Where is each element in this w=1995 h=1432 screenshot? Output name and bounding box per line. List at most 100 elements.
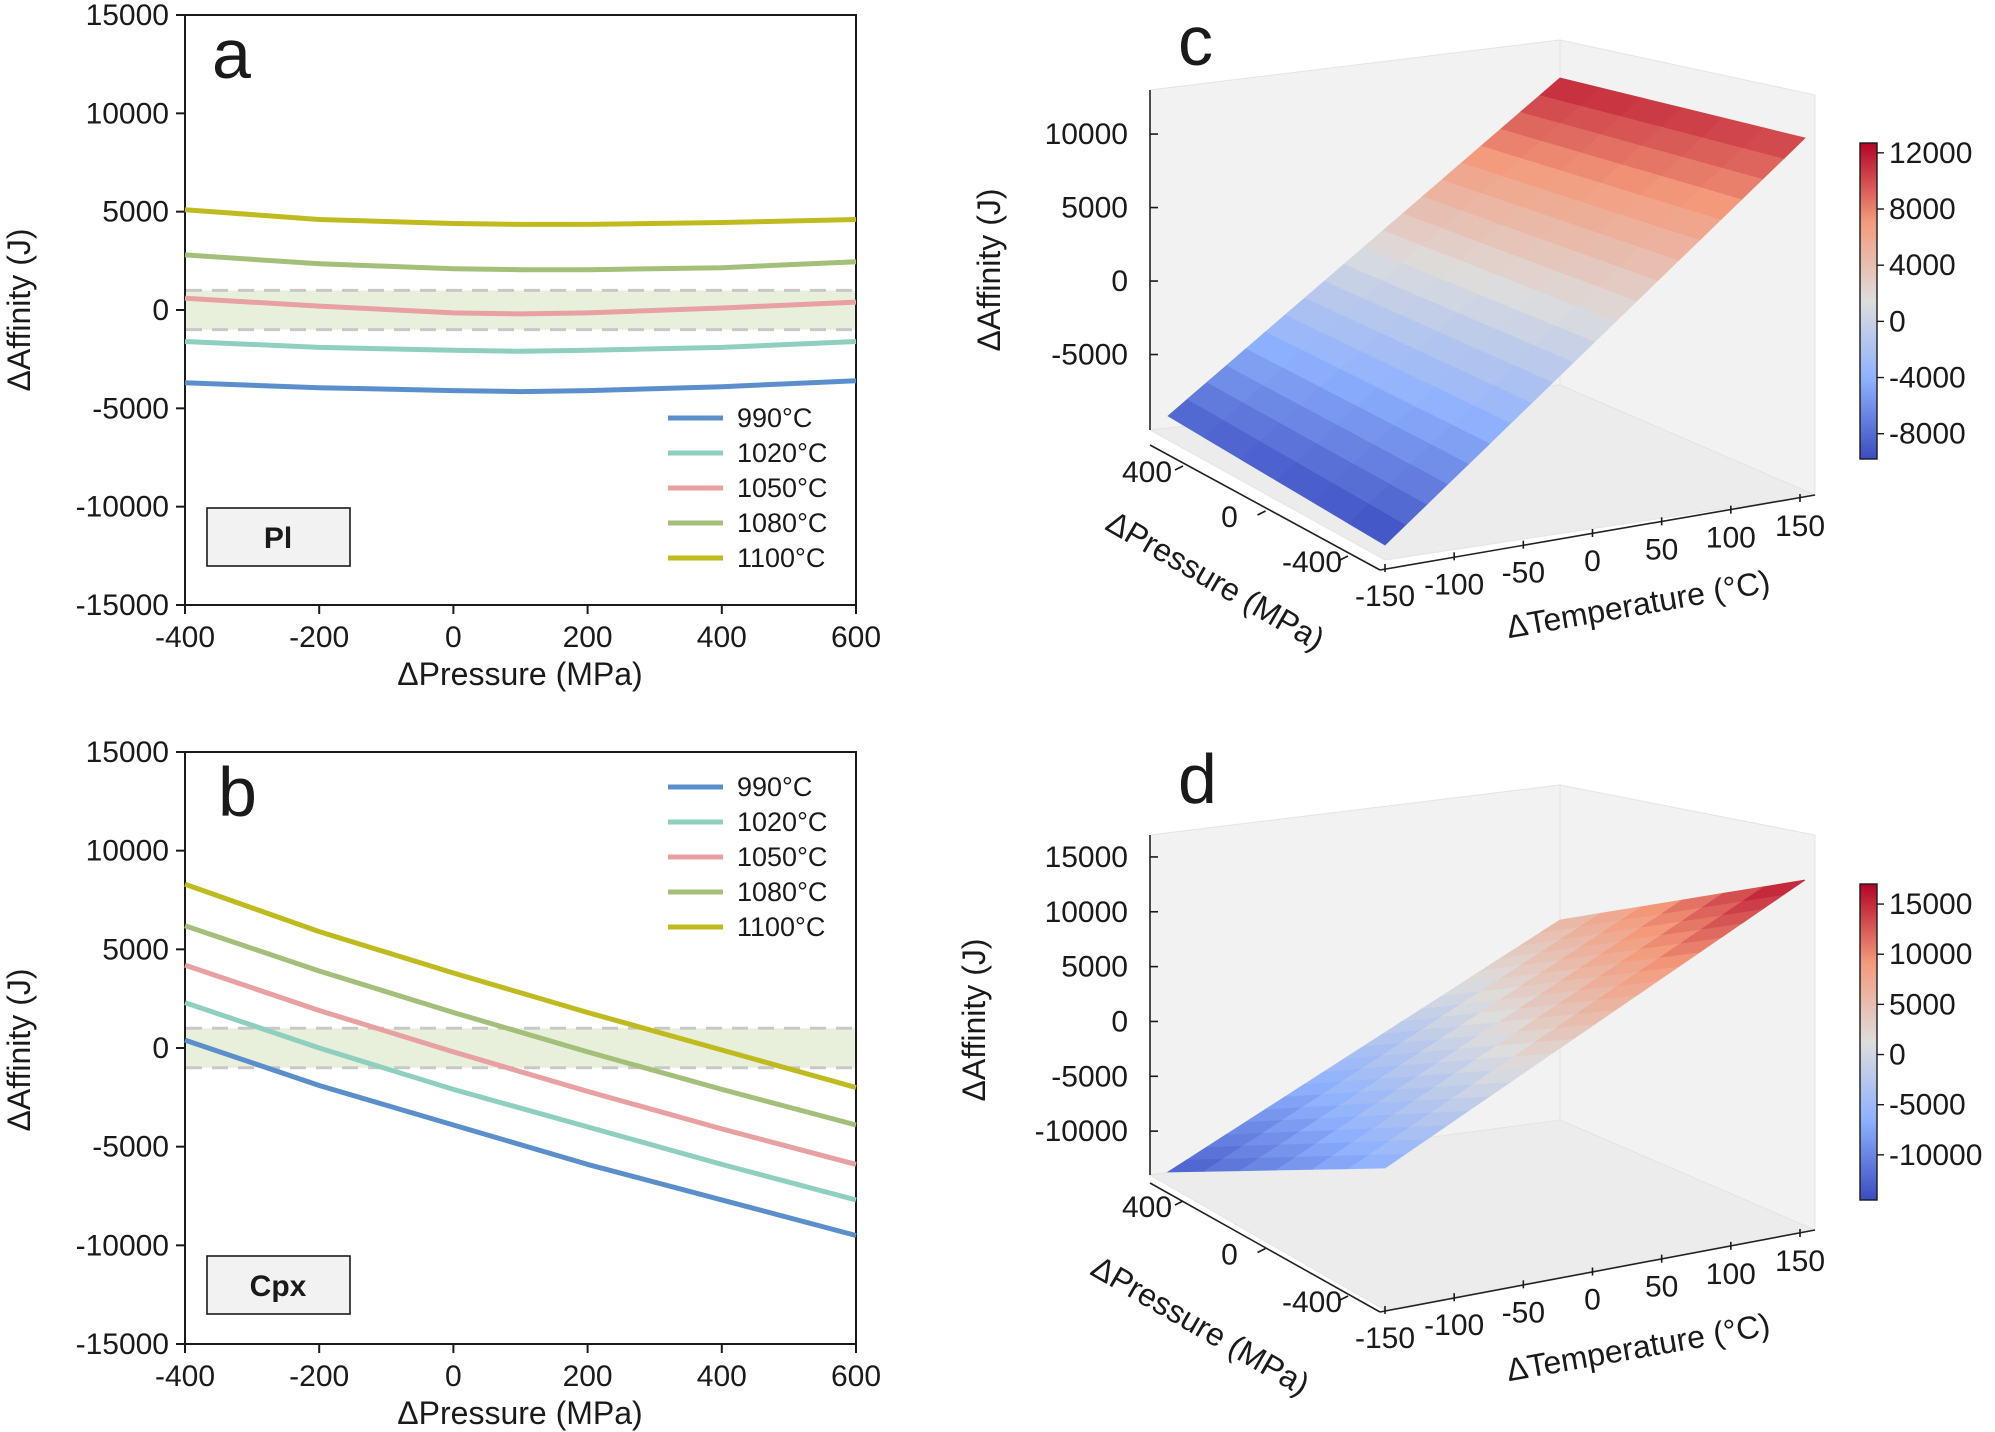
- panel-b-y-ticks: 15000 10000 5000 0 -5000 -10000 -15000: [76, 736, 185, 1361]
- panel-b-y-tick-label: 15000: [86, 736, 169, 769]
- panel-d-colorbar-ticks: 15000 10000 5000 0 -5000 -10000: [1877, 888, 1982, 1172]
- panel-a-mineral-box: Pl: [206, 507, 351, 567]
- panel-d-colorbar: [1859, 883, 1878, 1201]
- panel-b-x-tick-label: 400: [697, 1360, 747, 1393]
- panel-d-temperature-tick-label: -50: [1502, 1296, 1545, 1329]
- panel-c-letter: c: [1178, 2, 1213, 80]
- panel-d-temperature-axis-line: [1379, 1229, 1816, 1313]
- panel-b-y-tick-label: 0: [152, 1032, 169, 1065]
- panel-c-z-tick-label: 10000: [1045, 118, 1128, 151]
- panel-d-temperature-tick-label: 0: [1584, 1284, 1601, 1317]
- panel-c-temperature-ticks: -150 -100 -50 0 50 100 150: [1355, 494, 1825, 613]
- panel-d-pressure-tick-mark: [1257, 1247, 1266, 1254]
- panel-c-temperature-axis-line: [1379, 494, 1816, 571]
- panel-d-z-tick-label: -5000: [1051, 1060, 1128, 1093]
- panel-d-colorbar-tick-label: 0: [1889, 1039, 1906, 1072]
- panel-b-y-axis-label: ΔAffinity (J): [1, 968, 37, 1131]
- panel-d-z-axis-label: ΔAffinity (J): [956, 938, 992, 1101]
- panel-c-pressure-tick-label: 0: [1221, 501, 1238, 534]
- panel-d-pressure-tick-label: 0: [1221, 1239, 1238, 1272]
- panel-d-temperature-tick-label: -150: [1355, 1322, 1415, 1355]
- panel-b-y-tick-label: -5000: [92, 1131, 169, 1164]
- panel-c-colorbar-tick-label: -4000: [1889, 362, 1966, 395]
- panel-a-legend-label: 1050°C: [737, 473, 827, 503]
- panel-c-pressure-tick-label: 400: [1122, 456, 1172, 489]
- panel-c-pressure-tick-mark: [1339, 555, 1349, 561]
- panel-d-colorbar-tick-label: -10000: [1889, 1139, 1982, 1172]
- panel-a-band-fill: [186, 290, 855, 330]
- panel-a-mineral-label: Pl: [264, 522, 292, 555]
- panel-d-temperature-tick-label: 100: [1706, 1258, 1756, 1291]
- panel-c-temperature-tick-label: 0: [1584, 545, 1601, 578]
- panel-a-legend-label: 1020°C: [737, 438, 827, 468]
- panel-c-colorbar-tick-label: 4000: [1889, 249, 1956, 282]
- panel-c-pressure-tick-mark: [1174, 465, 1184, 471]
- panel-d-z-tick-label: -10000: [1035, 1115, 1128, 1148]
- panel-b-letter: b: [218, 753, 257, 831]
- panel-b-x-tick-label: 0: [445, 1360, 462, 1393]
- panel-c-pressure-axis-line: [1149, 444, 1381, 571]
- panel-b-legend-label: 1100°C: [737, 912, 825, 942]
- panel-a-y-tick-label: 5000: [102, 196, 169, 229]
- panel-b-legend-label: 990°C: [737, 772, 812, 802]
- panel-d-pressure-axis-line: [1149, 1182, 1381, 1313]
- panel-c-pressure-tick-mark: [1257, 510, 1266, 516]
- panel-a-x-tick-label: 400: [697, 621, 747, 654]
- panel-b-mineral-label: Cpx: [250, 1270, 307, 1303]
- panel-d-pressure-axis-label: ΔPressure (MPa): [1085, 1249, 1316, 1403]
- panel-a-x-tick-label: 0: [445, 621, 462, 654]
- panel-a-y-axis-label: ΔAffinity (J): [1, 228, 37, 391]
- panel-a-neutral-band: [186, 288, 855, 332]
- panel-b-y-tick-label: 10000: [86, 835, 169, 868]
- panel-b-x-tick-label: -200: [289, 1360, 349, 1393]
- panel-c-z-tick-label: -5000: [1051, 339, 1128, 372]
- panel-c-temperature-tick-label: -50: [1502, 557, 1545, 590]
- panel-a-y-tick-label: 15000: [86, 0, 169, 32]
- panel-c-colorbar-ticks: 12000 8000 4000 0 -4000 -8000: [1877, 137, 1972, 451]
- panel-b-series-lines: [184, 881, 857, 1238]
- panel-c-temperature-tick-label: 150: [1775, 510, 1825, 543]
- panel-a-legend-label: 1100°C: [737, 543, 825, 573]
- panel-c-surface: [1167, 77, 1806, 546]
- panel-b-series-1100c: [184, 881, 857, 1090]
- panel-c-temperature-tick-label: 100: [1706, 522, 1756, 555]
- panel-a-x-tick-label: 200: [563, 621, 613, 654]
- panel-c-pressure-tick-label: -400: [1282, 546, 1342, 579]
- panel-c-z-axis-label: ΔAffinity (J): [971, 188, 1007, 351]
- panel-d-pressure-tick-label: -400: [1282, 1286, 1342, 1319]
- panel-c-colorbar-tick-label: 0: [1889, 305, 1906, 338]
- panel-a-x-ticks: -400 -200 0 200 400 600: [155, 605, 881, 654]
- panel-c-z-tick-label: 0: [1111, 265, 1128, 298]
- panel-c-colorbar-tick-label: 12000: [1889, 137, 1972, 170]
- panel-b-series-1080c: [184, 923, 857, 1128]
- panel-d-pressure-tick-mark: [1174, 1200, 1184, 1206]
- panel-b-x-tick-label: 200: [563, 1360, 613, 1393]
- panel-a-series-lines: [184, 207, 857, 395]
- panel-d-letter: d: [1178, 740, 1217, 818]
- panel-c-colorbar-tick-label: -8000: [1889, 418, 1966, 451]
- panel-a-series-1100c: [184, 207, 857, 227]
- panel-a-series-1020c: [184, 339, 857, 354]
- panel-a-legend: 990°C 1020°C 1050°C 1080°C 1100°C: [668, 403, 827, 573]
- panel-c-colorbar-tick-label: 8000: [1889, 193, 1956, 226]
- panel-d-z-tick-label: 10000: [1045, 896, 1128, 929]
- panel-c-surface-cell: [1742, 127, 1806, 159]
- panel-b-series-990c: [184, 1037, 857, 1238]
- panel-b-mineral-box: Cpx: [206, 1255, 351, 1315]
- panel-b-legend-label: 1050°C: [737, 842, 827, 872]
- panel-d-pressure-tick-label: 400: [1122, 1191, 1172, 1224]
- panel-a-x-tick-label: -400: [155, 621, 215, 654]
- panel-a-y-tick-label: 0: [152, 294, 169, 327]
- panel-d-temperature-ticks: -150 -100 -50 0 50 100 150: [1355, 1229, 1825, 1355]
- panel-d-z-tick-label: 5000: [1061, 951, 1128, 984]
- panel-a-letter: a: [212, 15, 251, 93]
- panel-b-legend: 990°C 1020°C 1050°C 1080°C 1100°C: [668, 772, 827, 942]
- panel-b-y-tick-label: 5000: [102, 933, 169, 966]
- panel-a-series-1050c: [184, 295, 857, 317]
- panel-a-x-axis-label: ΔPressure (MPa): [397, 656, 642, 692]
- panel-c-z-ticks: 10000 5000 0 -5000: [1045, 118, 1158, 372]
- panel-b-x-axis-label: ΔPressure (MPa): [397, 1395, 642, 1431]
